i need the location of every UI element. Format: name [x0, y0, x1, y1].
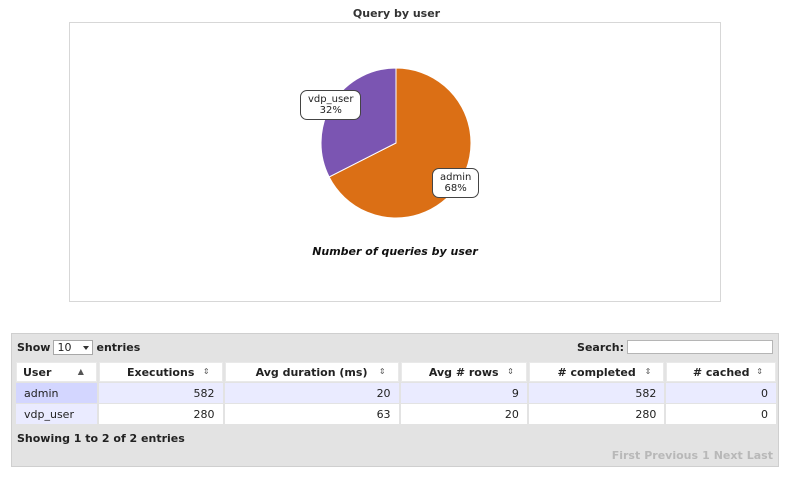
sort-both-icon: ⇕ — [378, 367, 386, 376]
sort-both-icon: ⇕ — [202, 367, 210, 376]
cell-executions: 280 — [98, 404, 223, 424]
column-header-avg-duration[interactable]: Avg duration (ms) ⇕ — [224, 362, 399, 382]
section-title: Query by user — [352, 7, 441, 20]
table-row[interactable]: vdp_user 280 63 20 280 0 — [16, 404, 776, 424]
cell-executions: 582 — [98, 383, 223, 403]
table-header-row: User ▲ Executions ⇕ Avg duration (ms) ⇕ Avg… — [16, 362, 776, 382]
column-header-avg-rows-label: Avg # rows — [428, 365, 499, 379]
cell-completed: 582 — [528, 383, 665, 403]
column-header-cached[interactable]: # cached ⇕ — [666, 362, 776, 382]
table-info: Showing 1 to 2 of 2 entries — [17, 432, 185, 445]
pie-label-admin-percent: 68% — [444, 183, 467, 194]
search-label: Search: — [577, 340, 624, 354]
sort-both-icon: ⇕ — [644, 367, 652, 376]
cell-avg-rows: 20 — [400, 404, 527, 424]
pie-chart — [320, 67, 472, 219]
pie-chart-panel: vdp_user 32% admin 68% Number of queries… — [69, 22, 721, 302]
chart-caption: Number of queries by user — [312, 245, 478, 258]
pagination: First Previous 1 Next Last — [612, 449, 773, 462]
column-header-avg-rows[interactable]: Avg # rows ⇕ — [400, 362, 527, 382]
cell-user: vdp_user — [16, 404, 97, 424]
pie-label-admin: admin 68% — [432, 168, 480, 198]
pie-label-admin-name: admin — [440, 172, 472, 183]
cell-user: admin — [16, 383, 97, 403]
entries-select[interactable]: 10 — [53, 340, 94, 355]
pagination-first-button[interactable]: First — [611, 449, 641, 462]
cell-avg-duration: 20 — [224, 383, 399, 403]
sort-both-icon: ⇕ — [756, 367, 763, 376]
cell-cached: 0 — [666, 383, 776, 403]
cell-completed: 280 — [528, 404, 665, 424]
search-input[interactable] — [627, 340, 773, 354]
sort-both-icon: ⇕ — [507, 367, 514, 376]
entries-length-control: Show 10 entries — [17, 340, 140, 355]
cell-avg-rows: 9 — [400, 383, 527, 403]
column-header-avg-duration-label: Avg duration (ms) — [255, 365, 368, 379]
column-header-completed-label: # completed — [557, 365, 636, 379]
column-header-executions[interactable]: Executions ⇕ — [98, 362, 223, 382]
pie-label-vdp-user-percent: 32% — [319, 105, 342, 116]
data-table: User ▲ Executions ⇕ Avg duration (ms) ⇕ Avg… — [14, 361, 778, 425]
column-header-executions-label: Executions — [126, 365, 195, 379]
chevron-down-icon — [83, 345, 90, 350]
pagination-previous-button[interactable]: Previous — [644, 449, 699, 462]
pie-label-vdp-user-name: vdp_user — [308, 94, 354, 105]
pagination-page-1-button[interactable]: 1 — [702, 449, 710, 462]
search-control: Search: — [577, 340, 773, 354]
pie-label-vdp-user: vdp_user 32% — [300, 90, 362, 120]
column-header-user-label: User — [23, 365, 52, 379]
column-header-completed[interactable]: # completed ⇕ — [528, 362, 665, 382]
sort-ascending-icon: ▲ — [77, 367, 84, 376]
column-header-cached-label: # cached — [692, 365, 750, 379]
entries-label: entries — [96, 341, 141, 354]
pagination-next-button[interactable]: Next — [713, 449, 743, 462]
data-table-wrapper: Show 10 entries Search: User ▲ Executions… — [11, 333, 779, 467]
table-row[interactable]: admin 582 20 9 582 0 — [16, 383, 776, 403]
pagination-last-button[interactable]: Last — [746, 449, 773, 462]
show-label: Show — [17, 341, 51, 354]
cell-avg-duration: 63 — [224, 404, 399, 424]
column-header-user[interactable]: User ▲ — [16, 362, 97, 382]
entries-select-value: 10 — [57, 341, 72, 354]
cell-cached: 0 — [666, 404, 776, 424]
